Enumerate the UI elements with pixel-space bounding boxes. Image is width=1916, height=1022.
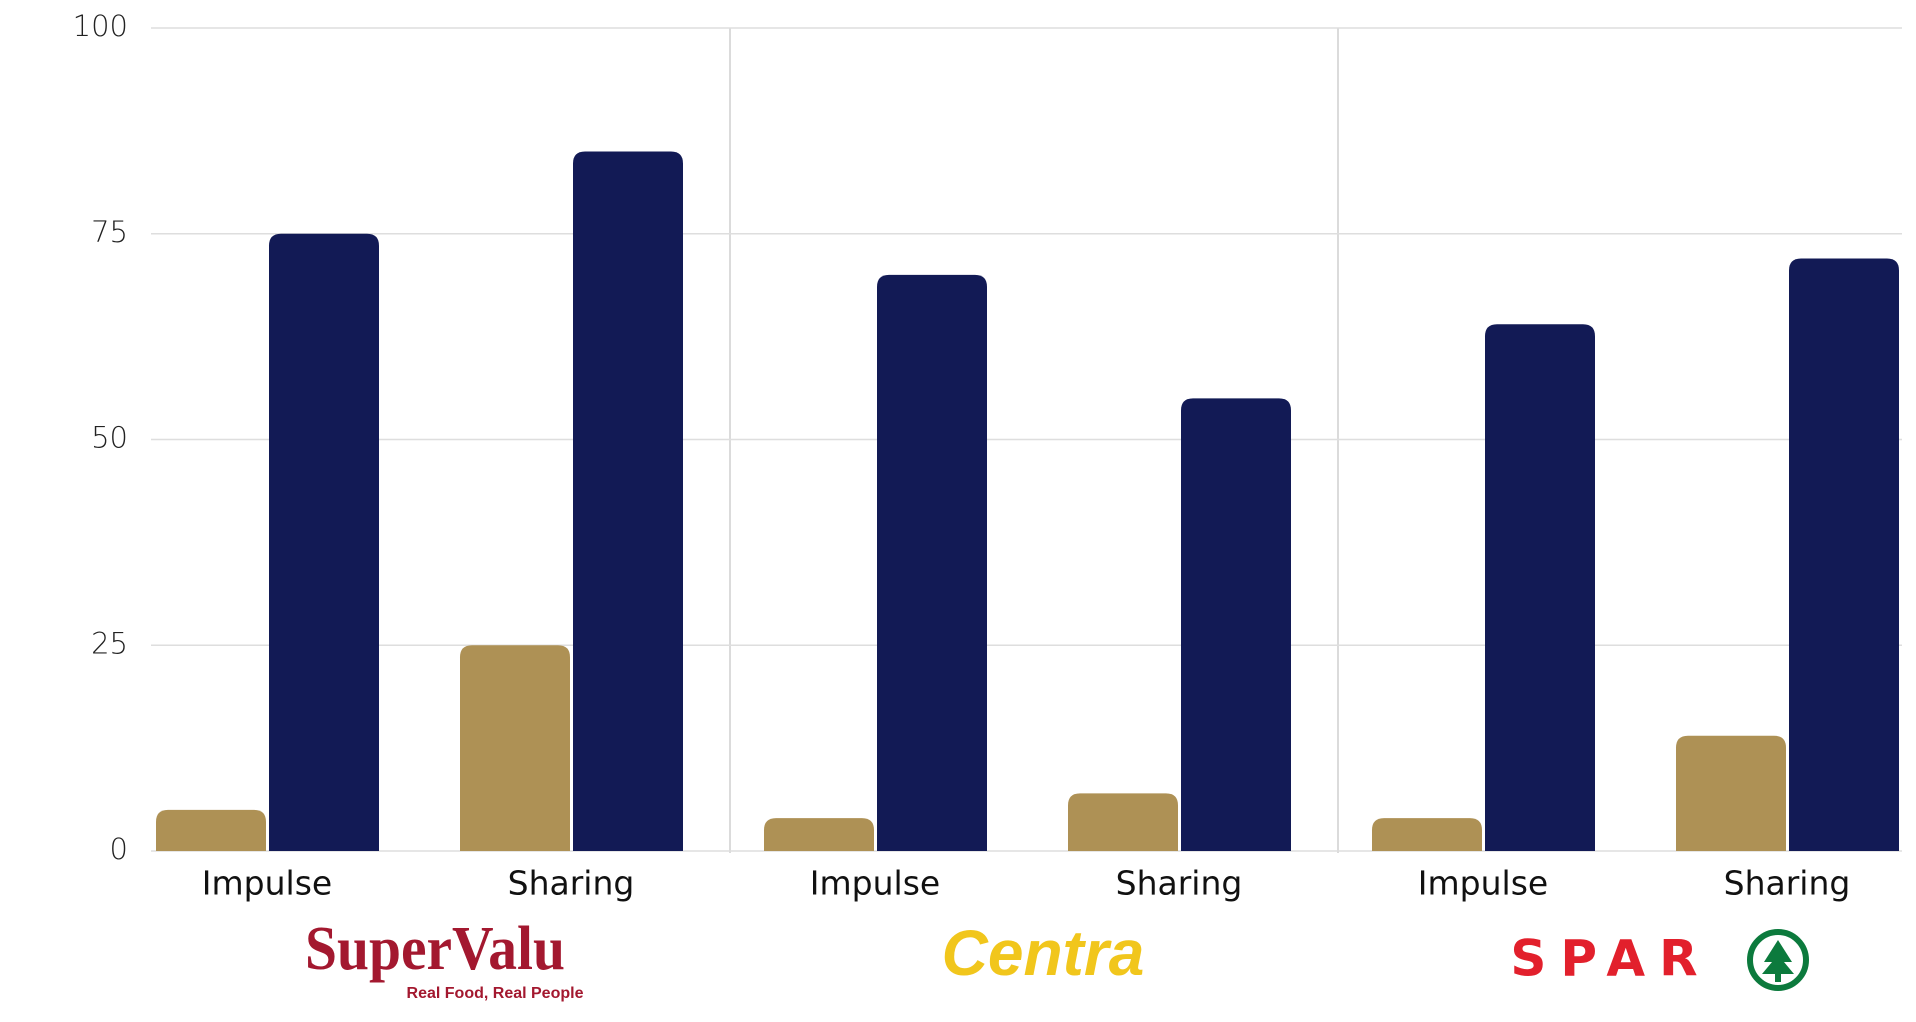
bar [1068,793,1178,851]
bar [460,645,570,851]
x-tick-label: Impulse [202,864,332,903]
spar-icon [1747,929,1809,991]
y-tick-label: 75 [91,215,128,249]
x-tick-label: Sharing [1724,864,1851,903]
y-tick-label: 25 [91,626,128,660]
x-tick-label: Sharing [1116,864,1243,903]
x-tick-label: Impulse [1418,864,1548,903]
group-logo: Centra [942,917,1145,989]
bar [156,809,266,851]
group-logo: SuperValu [305,915,565,983]
group-tagline: Real Food, Real People [407,985,584,1002]
bar [764,818,874,851]
y-tick-label: 0 [110,832,128,866]
bar [1181,398,1291,851]
x-tick-label: Sharing [508,864,635,903]
bar [269,233,379,851]
group-logo: SPAR [1510,930,1711,988]
y-tick-label: 50 [91,421,128,455]
y-tick-label: 100 [73,9,128,43]
bar [1372,818,1482,851]
bar [1789,258,1899,851]
bar [877,274,987,851]
x-tick-label: Impulse [810,864,940,903]
bar [1676,735,1786,851]
bar [573,151,683,851]
bar [1485,324,1595,851]
